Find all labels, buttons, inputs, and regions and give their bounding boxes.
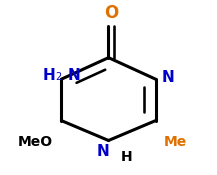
Text: H: H — [42, 68, 55, 83]
Text: Me: Me — [164, 135, 187, 149]
Text: N: N — [162, 70, 175, 85]
Text: H: H — [120, 150, 132, 164]
Text: MeO: MeO — [18, 135, 53, 149]
Text: $_2$: $_2$ — [55, 69, 62, 83]
Text: N: N — [97, 144, 110, 159]
Text: N: N — [68, 68, 81, 83]
Text: O: O — [104, 4, 119, 22]
